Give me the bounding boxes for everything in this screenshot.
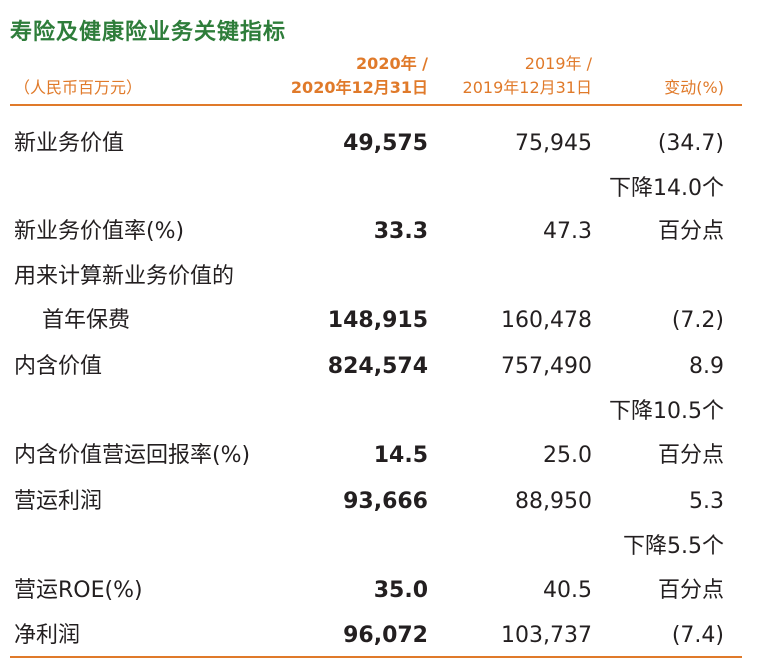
value-change-line1: 下降5.5个 [623, 534, 724, 559]
row-label: 营运利润 [14, 489, 103, 514]
value-2019: 103,737 [501, 623, 592, 648]
value-2019: 757,490 [501, 354, 592, 379]
page-title: 寿险及健康险业务关键指标 [10, 20, 287, 45]
column-header-2019: 2019年 / 2019年12月31日 [463, 52, 592, 100]
row-label: 新业务价值率(%) [14, 219, 185, 244]
column-header-2020-line1: 2020年 / [356, 54, 428, 73]
value-change: 百分点 [657, 219, 724, 244]
header-divider [10, 104, 742, 106]
value-2019: 75,945 [515, 131, 592, 156]
value-2020: 148,915 [327, 308, 428, 333]
row-label: 净利润 [14, 623, 81, 648]
value-change: (34.7) [657, 131, 724, 156]
value-2019: 25.0 [543, 443, 592, 468]
value-change-line1: 下降10.5个 [609, 399, 724, 424]
value-2020: 96,072 [343, 623, 428, 648]
value-2019: 160,478 [501, 308, 592, 333]
column-header-2020-line2: 2020年12月31日 [290, 78, 428, 97]
row-label: 新业务价值 [14, 131, 125, 156]
value-change: (7.2) [671, 308, 724, 333]
value-2020: 33.3 [373, 219, 428, 244]
value-2020: 49,575 [343, 131, 428, 156]
column-header-2020: 2020年 / 2020年12月31日 [291, 52, 428, 100]
value-2020: 824,574 [327, 354, 428, 379]
value-change: 5.3 [689, 489, 724, 514]
row-label-line1: 用来计算新业务价值的 [14, 264, 235, 289]
value-2020: 93,666 [343, 489, 428, 514]
row-label: 营运ROE(%) [14, 578, 143, 603]
footer-divider [10, 656, 742, 658]
column-header-2019-line1: 2019年 / [524, 54, 592, 73]
value-2019: 40.5 [543, 578, 592, 603]
value-change: 百分点 [657, 578, 724, 603]
value-2020: 14.5 [373, 443, 428, 468]
value-2020: 35.0 [373, 578, 428, 603]
row-label: 内含价值营运回报率(%) [14, 443, 251, 468]
value-change-line1: 下降14.0个 [609, 176, 724, 201]
row-label: 首年保费 [42, 308, 131, 333]
value-2019: 47.3 [543, 219, 592, 244]
unit-label: （人民币百万元） [14, 78, 143, 97]
value-change: 百分点 [657, 443, 724, 468]
value-change: 8.9 [689, 354, 724, 379]
column-header-change: 变动(%) [664, 78, 724, 97]
row-label: 内含价值 [14, 354, 103, 379]
value-2019: 88,950 [515, 489, 592, 514]
column-header-2019-line2: 2019年12月31日 [462, 78, 592, 97]
value-change: (7.4) [671, 623, 724, 648]
